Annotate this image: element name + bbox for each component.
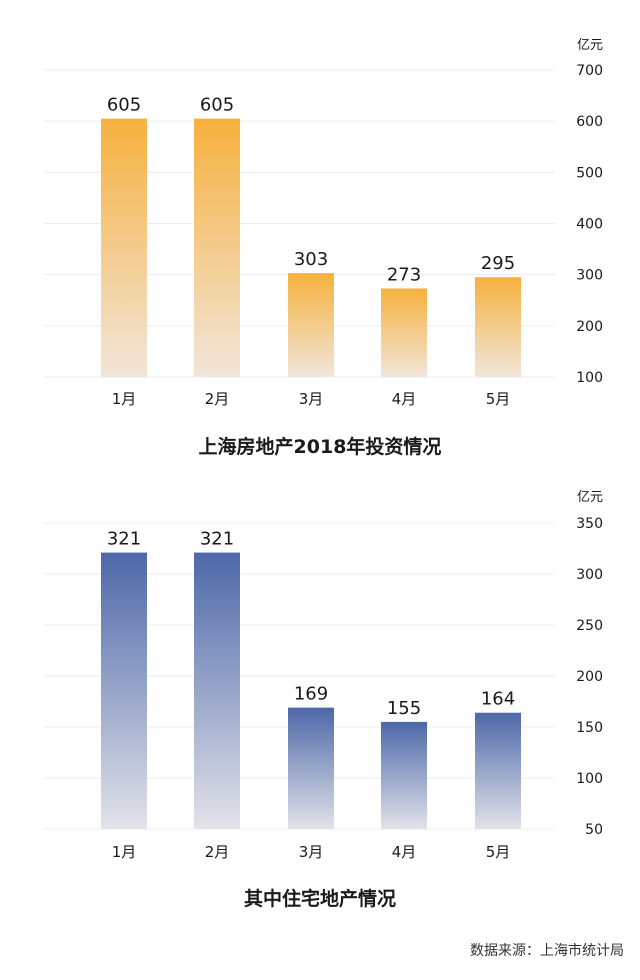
y-tick-label: 300 — [576, 567, 603, 583]
x-tick-label: 3月 — [299, 390, 324, 408]
bar — [194, 552, 240, 829]
bar — [475, 277, 521, 377]
data-label: 295 — [481, 253, 515, 274]
data-label: 605 — [200, 95, 234, 116]
data-label: 164 — [481, 689, 515, 710]
chart-title-investment: 上海房地产2018年投资情况 — [198, 436, 442, 458]
bar — [381, 288, 427, 377]
data-label: 303 — [294, 249, 328, 270]
chart-title-residential: 其中住宅地产情况 — [243, 888, 396, 910]
data-source-note: 数据来源：上海市统计局 — [470, 943, 624, 959]
bar — [288, 273, 334, 377]
data-label: 273 — [387, 264, 421, 285]
x-tick-label: 2月 — [205, 843, 230, 861]
data-label: 605 — [107, 95, 141, 116]
y-tick-label: 300 — [576, 268, 603, 284]
y-tick-label: 150 — [576, 720, 603, 736]
y-tick-label: 350 — [576, 516, 603, 532]
data-label: 321 — [200, 529, 234, 550]
bar — [194, 118, 240, 377]
y-tick-label: 100 — [576, 771, 603, 787]
x-tick-label: 4月 — [392, 843, 417, 861]
bar — [381, 721, 427, 829]
data-label: 169 — [294, 684, 328, 705]
data-label: 321 — [107, 529, 141, 550]
x-tick-label: 5月 — [486, 390, 511, 408]
y-axis-unit: 亿元 — [577, 38, 603, 53]
bar — [475, 712, 521, 829]
x-tick-label: 3月 — [299, 843, 324, 861]
x-tick-label: 5月 — [486, 843, 511, 861]
y-tick-label: 200 — [576, 319, 603, 335]
y-tick-label: 250 — [576, 618, 603, 634]
x-tick-label: 4月 — [392, 390, 417, 408]
y-tick-label: 600 — [576, 114, 603, 130]
y-tick-label: 400 — [576, 217, 603, 233]
data-label: 155 — [387, 698, 421, 719]
bar — [101, 118, 147, 377]
y-tick-label: 500 — [576, 165, 603, 181]
x-tick-label: 1月 — [112, 843, 137, 861]
y-tick-label: 700 — [576, 63, 603, 79]
y-tick-label: 100 — [576, 370, 603, 386]
x-tick-label: 2月 — [205, 390, 230, 408]
y-tick-label: 200 — [576, 669, 603, 685]
y-axis-unit: 亿元 — [577, 490, 603, 505]
residential-bar-chart: 亿元 50 100 150 200 250 300 350 321 1月 321 2月 169 3月 155… — [44, 490, 603, 861]
investment-bar-chart: 亿元 100 200 300 400 500 600 700 605 1月 605 2月 303 3月 27… — [44, 38, 603, 408]
bar — [101, 552, 147, 829]
x-tick-label: 1月 — [112, 390, 137, 408]
bar — [288, 707, 334, 829]
y-tick-label: 50 — [585, 822, 603, 838]
